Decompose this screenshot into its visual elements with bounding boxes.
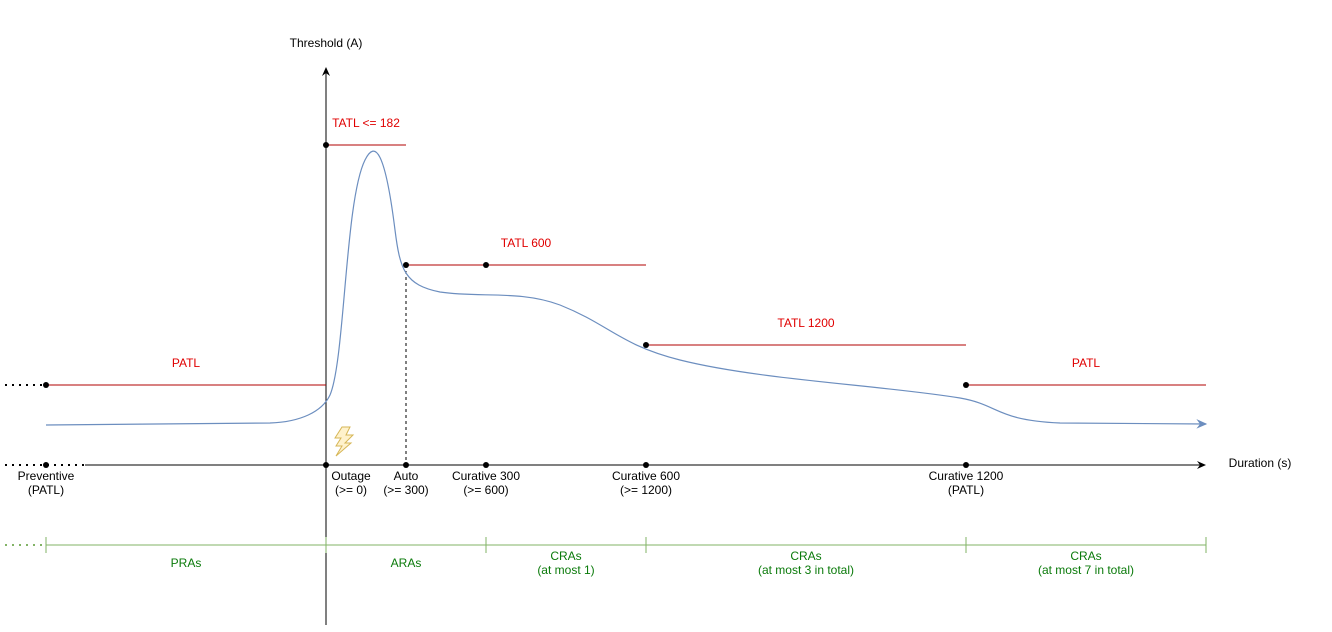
flow-curve — [45, 150, 1208, 429]
instant-label: Auto — [394, 469, 419, 483]
ra-label: CRAs — [790, 549, 821, 563]
ra-label: ARAs — [391, 556, 422, 570]
ra-label: (at most 7 in total) — [1038, 563, 1134, 577]
ra-label: (at most 3 in total) — [758, 563, 854, 577]
instant-label: Curative 300 — [452, 469, 520, 483]
threshold-label: PATL — [172, 356, 201, 370]
ra-label: PRAs — [171, 556, 202, 570]
instant-label: (>= 0) — [335, 483, 367, 497]
threshold-label: TATL 1200 — [777, 316, 834, 330]
instant-label: Outage — [331, 469, 371, 483]
instant-label: (PATL) — [28, 483, 64, 497]
ra-label: CRAs — [1070, 549, 1101, 563]
instant-label: (>= 300) — [383, 483, 428, 497]
ra-label: (at most 1) — [537, 563, 594, 577]
x-axis-label: Duration (s) — [1229, 456, 1292, 470]
ra-label: CRAs — [550, 549, 581, 563]
threshold-label: TATL <= 182 — [332, 116, 400, 130]
instant-label: (>= 1200) — [620, 483, 672, 497]
points — [43, 142, 969, 468]
instant-label: Curative 600 — [612, 469, 680, 483]
ra-ticks — [45, 537, 1207, 553]
instant-label: (>= 600) — [463, 483, 508, 497]
instant-label: (PATL) — [948, 483, 984, 497]
threshold-label: TATL 600 — [501, 236, 552, 250]
threshold-lines — [46, 144, 1206, 386]
instant-label: Curative 1200 — [929, 469, 1004, 483]
threshold-label: PATL — [1072, 356, 1101, 370]
instant-label: Preventive — [18, 469, 75, 483]
outage-icon — [334, 426, 355, 457]
y-axis-label: Threshold (A) — [290, 36, 363, 50]
